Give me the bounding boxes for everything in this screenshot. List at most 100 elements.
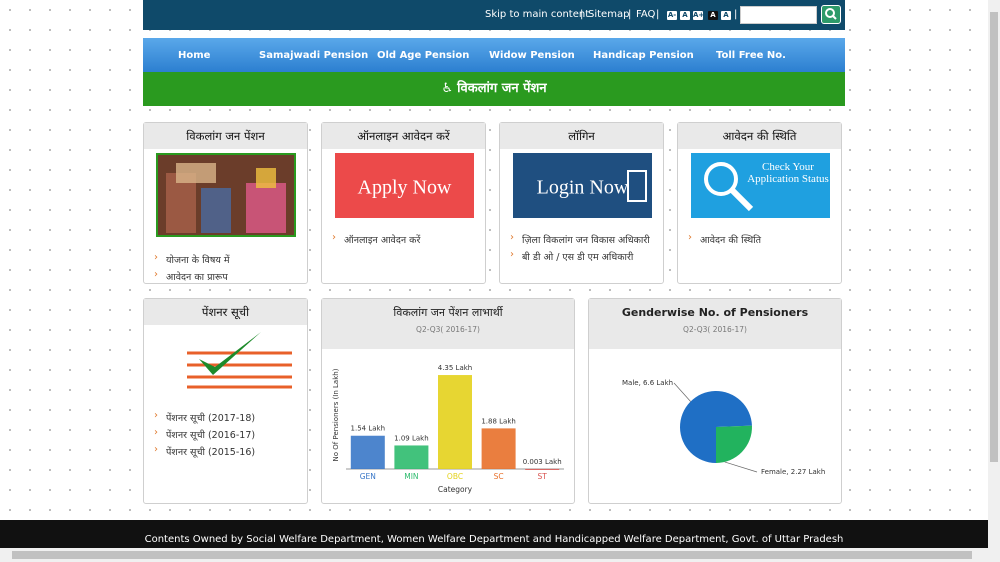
chart-card: Genderwise No. of Pensioners Q2-Q3( 2016-… [588, 298, 842, 504]
x-axis-label: Category [438, 485, 473, 494]
card-title: पेंशनर सूची [144, 299, 307, 325]
search-button[interactable] [821, 5, 841, 24]
font-size-button[interactable]: A [708, 11, 718, 20]
data-label: Female, 2.27 Lakh [761, 468, 825, 476]
banner: ♿ विकलांग जन पेंशन [143, 72, 845, 106]
card-image[interactable]: Check Your Application Status [691, 153, 830, 218]
separator: | [656, 9, 660, 20]
card-title: लॉगिन [500, 123, 663, 149]
h-scrollbar[interactable] [0, 548, 1000, 562]
bullet: › [154, 444, 158, 455]
nav-bar: Home Samajwadi Pension Old Age Pension Wido… [143, 38, 845, 72]
card-image[interactable] [156, 153, 296, 237]
chart-card: विकलांग जन पेंशन लाभार्थी Q2-Q3( 2016-17)… [321, 298, 575, 504]
nav-item[interactable]: Toll Free No. [716, 50, 786, 61]
bullet: › [688, 232, 692, 243]
sitemap-link[interactable]: Sitemap [588, 9, 630, 20]
bullet: › [510, 249, 514, 260]
bar [350, 435, 385, 469]
search-input[interactable] [740, 6, 817, 24]
card-link[interactable]: आवेदन की स्थिति [700, 235, 762, 246]
card-link[interactable]: पेंशनर सूची (2016-17) [166, 430, 256, 441]
nav-item[interactable]: Handicap Pension [593, 50, 694, 61]
card-image[interactable]: Login Now [513, 153, 652, 218]
faq-link[interactable]: FAQ [636, 9, 656, 20]
leader-line [673, 382, 691, 402]
image-text: Check Your Application Status [747, 161, 829, 185]
card-link[interactable]: आवेदन का प्रारूप [166, 272, 228, 283]
top-bar: Skip to main content | Sitemap | FAQ | |… [143, 0, 845, 30]
footer: Contents Owned by Social Welfare Departm… [0, 520, 988, 548]
banner-title: विकलांग जन पेंशन [457, 81, 547, 96]
image-bg [335, 153, 474, 218]
card-image[interactable]: Apply Now [335, 153, 474, 218]
font-size-button[interactable]: A [680, 11, 690, 20]
value-label: 1.54 Lakh [351, 425, 386, 433]
value-label: 1.09 Lakh [394, 434, 429, 442]
nav-item[interactable]: Home [178, 50, 211, 61]
value-label: 0.003 Lakh [523, 458, 562, 466]
nav-item[interactable]: Old Age Pension [377, 50, 470, 61]
scrollbar[interactable] [988, 0, 1000, 548]
chart: Genderwise No. of Pensioners Q2-Q3( 2016-… [622, 306, 825, 476]
bullet: › [154, 410, 158, 421]
pie-slice [716, 425, 752, 463]
bar [438, 375, 472, 469]
bullet: › [510, 232, 514, 243]
font-size-button[interactable]: A- [667, 11, 677, 20]
footer-text: Contents Owned by Social Welfare Departm… [144, 534, 844, 545]
separator: | [580, 9, 584, 20]
font-size-button[interactable]: A [721, 11, 731, 20]
font-size-button[interactable]: A+ [693, 11, 705, 20]
bar [525, 468, 560, 470]
chart-subtitle: Q2-Q3( 2016-17) [683, 325, 747, 334]
chart: विकलांग जन पेंशन लाभार्थी Q2-Q3( 2016-17)… [332, 306, 564, 494]
photo-part [201, 188, 231, 233]
x-tick-label: GEN [360, 472, 376, 481]
nav-item[interactable]: Samajwadi Pension [259, 50, 369, 61]
scroll-thumb[interactable] [990, 12, 998, 462]
photo-part [176, 163, 216, 183]
x-tick-label: OBC [447, 472, 463, 481]
data-label: Male, 6.6 Lakh [622, 379, 673, 387]
card: लॉगिन Login Now › ज़िला विकलांग जन विकास अध… [499, 122, 664, 284]
pie-slice [680, 391, 752, 463]
card-image[interactable] [157, 329, 296, 394]
nav-item[interactable]: Widow Pension [489, 50, 575, 61]
chart-header [322, 299, 574, 349]
card-link[interactable]: ऑनलाइन आवेदन करें [344, 235, 421, 246]
card: आवेदन की स्थिति Check Your Application St… [677, 122, 842, 284]
door-icon [627, 170, 647, 202]
bullet: › [154, 252, 158, 263]
h-scroll-thumb[interactable] [12, 551, 972, 559]
card-link[interactable]: बी डी ओ / एस डी एम अधिकारी [522, 252, 634, 263]
search-icon [825, 8, 837, 20]
x-tick-label: MIN [404, 472, 418, 481]
skip-link[interactable]: Skip to main content [485, 9, 590, 20]
card: पेंशनर सूची › पेंशनर सूची (2017-18) › पेंशनर… [143, 298, 308, 504]
image-text-box: Check Your Application Status [747, 161, 829, 185]
card-link[interactable]: ज़िला विकलांग जन विकास अधिकारी [522, 235, 650, 246]
x-tick-label: ST [538, 472, 548, 481]
photo-part [246, 183, 286, 233]
value-label: 1.88 Lakh [481, 417, 515, 425]
bar [394, 445, 429, 469]
x-tick-label: SC [494, 472, 504, 481]
card-title: ऑनलाइन आवेदन करें [322, 123, 485, 149]
card-link[interactable]: पेंशनर सूची (2015-16) [166, 447, 256, 458]
chart-title: विकलांग जन पेंशन लाभार्थी [393, 306, 503, 319]
card-link[interactable]: पेंशनर सूची (2017-18) [166, 413, 256, 424]
card: विकलांग जन पेंशन › योजना के विषय में › आवेदन… [143, 122, 308, 284]
bullet: › [154, 427, 158, 438]
photo-part [256, 168, 276, 188]
card-link[interactable]: योजना के विषय में [166, 255, 230, 266]
chart-subtitle: Q2-Q3( 2016-17) [416, 325, 480, 334]
bar [481, 428, 516, 469]
y-axis-label: No Of Pensioners (In Lakh) [332, 368, 340, 461]
separator: | [628, 9, 632, 20]
leader-line [724, 461, 758, 473]
value-label: 4.35 Lakh [438, 364, 473, 372]
bullet: › [154, 269, 158, 280]
wheelchair-icon: ♿ [441, 81, 454, 96]
